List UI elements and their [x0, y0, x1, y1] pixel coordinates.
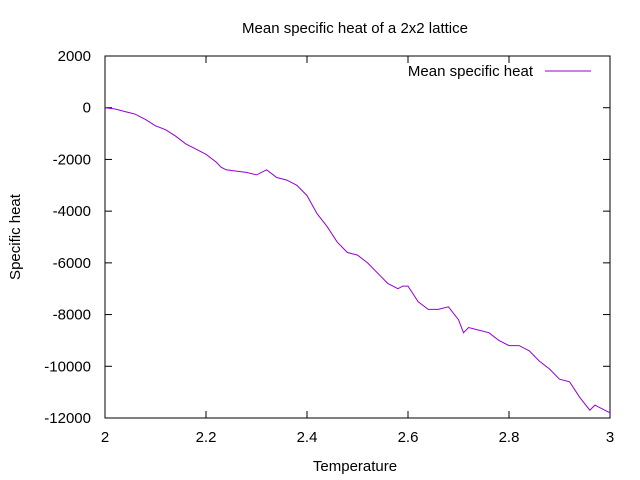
x-axis-ticks: 2 2.2 2.4 2.6 2.8 3	[101, 56, 614, 446]
x-tick-label: 3	[606, 429, 614, 446]
series-line	[104, 107, 611, 414]
x-tick-label: 2	[101, 429, 109, 446]
x-tick-label: 2.6	[398, 429, 419, 446]
legend: Mean specific heat	[408, 63, 591, 80]
y-axis-label: Specific heat	[7, 193, 24, 280]
y-tick-label: -6000	[53, 255, 91, 272]
plot-area-border	[104, 55, 611, 419]
y-tick-label: -12000	[44, 410, 91, 427]
y-tick-label: -4000	[53, 203, 91, 220]
chart-title: Mean specific heat of a 2x2 lattice	[242, 20, 468, 37]
y-tick-label: -2000	[53, 151, 91, 168]
x-tick-label: 2.2	[196, 429, 217, 446]
y-tick-label: -10000	[44, 358, 91, 375]
legend-label: Mean specific heat	[408, 63, 534, 80]
x-tick-label: 2.4	[297, 429, 318, 446]
y-tick-label: 0	[83, 100, 91, 117]
x-axis-label: Temperature	[313, 458, 397, 475]
x-tick-label: 2.8	[499, 429, 520, 446]
y-tick-label: 2000	[58, 48, 91, 65]
y-tick-label: -8000	[53, 307, 91, 324]
y-axis-ticks: 2000 0 -2000 -4000 -6000 -8000 -10000 -12000	[44, 48, 610, 427]
series-group	[104, 107, 611, 414]
